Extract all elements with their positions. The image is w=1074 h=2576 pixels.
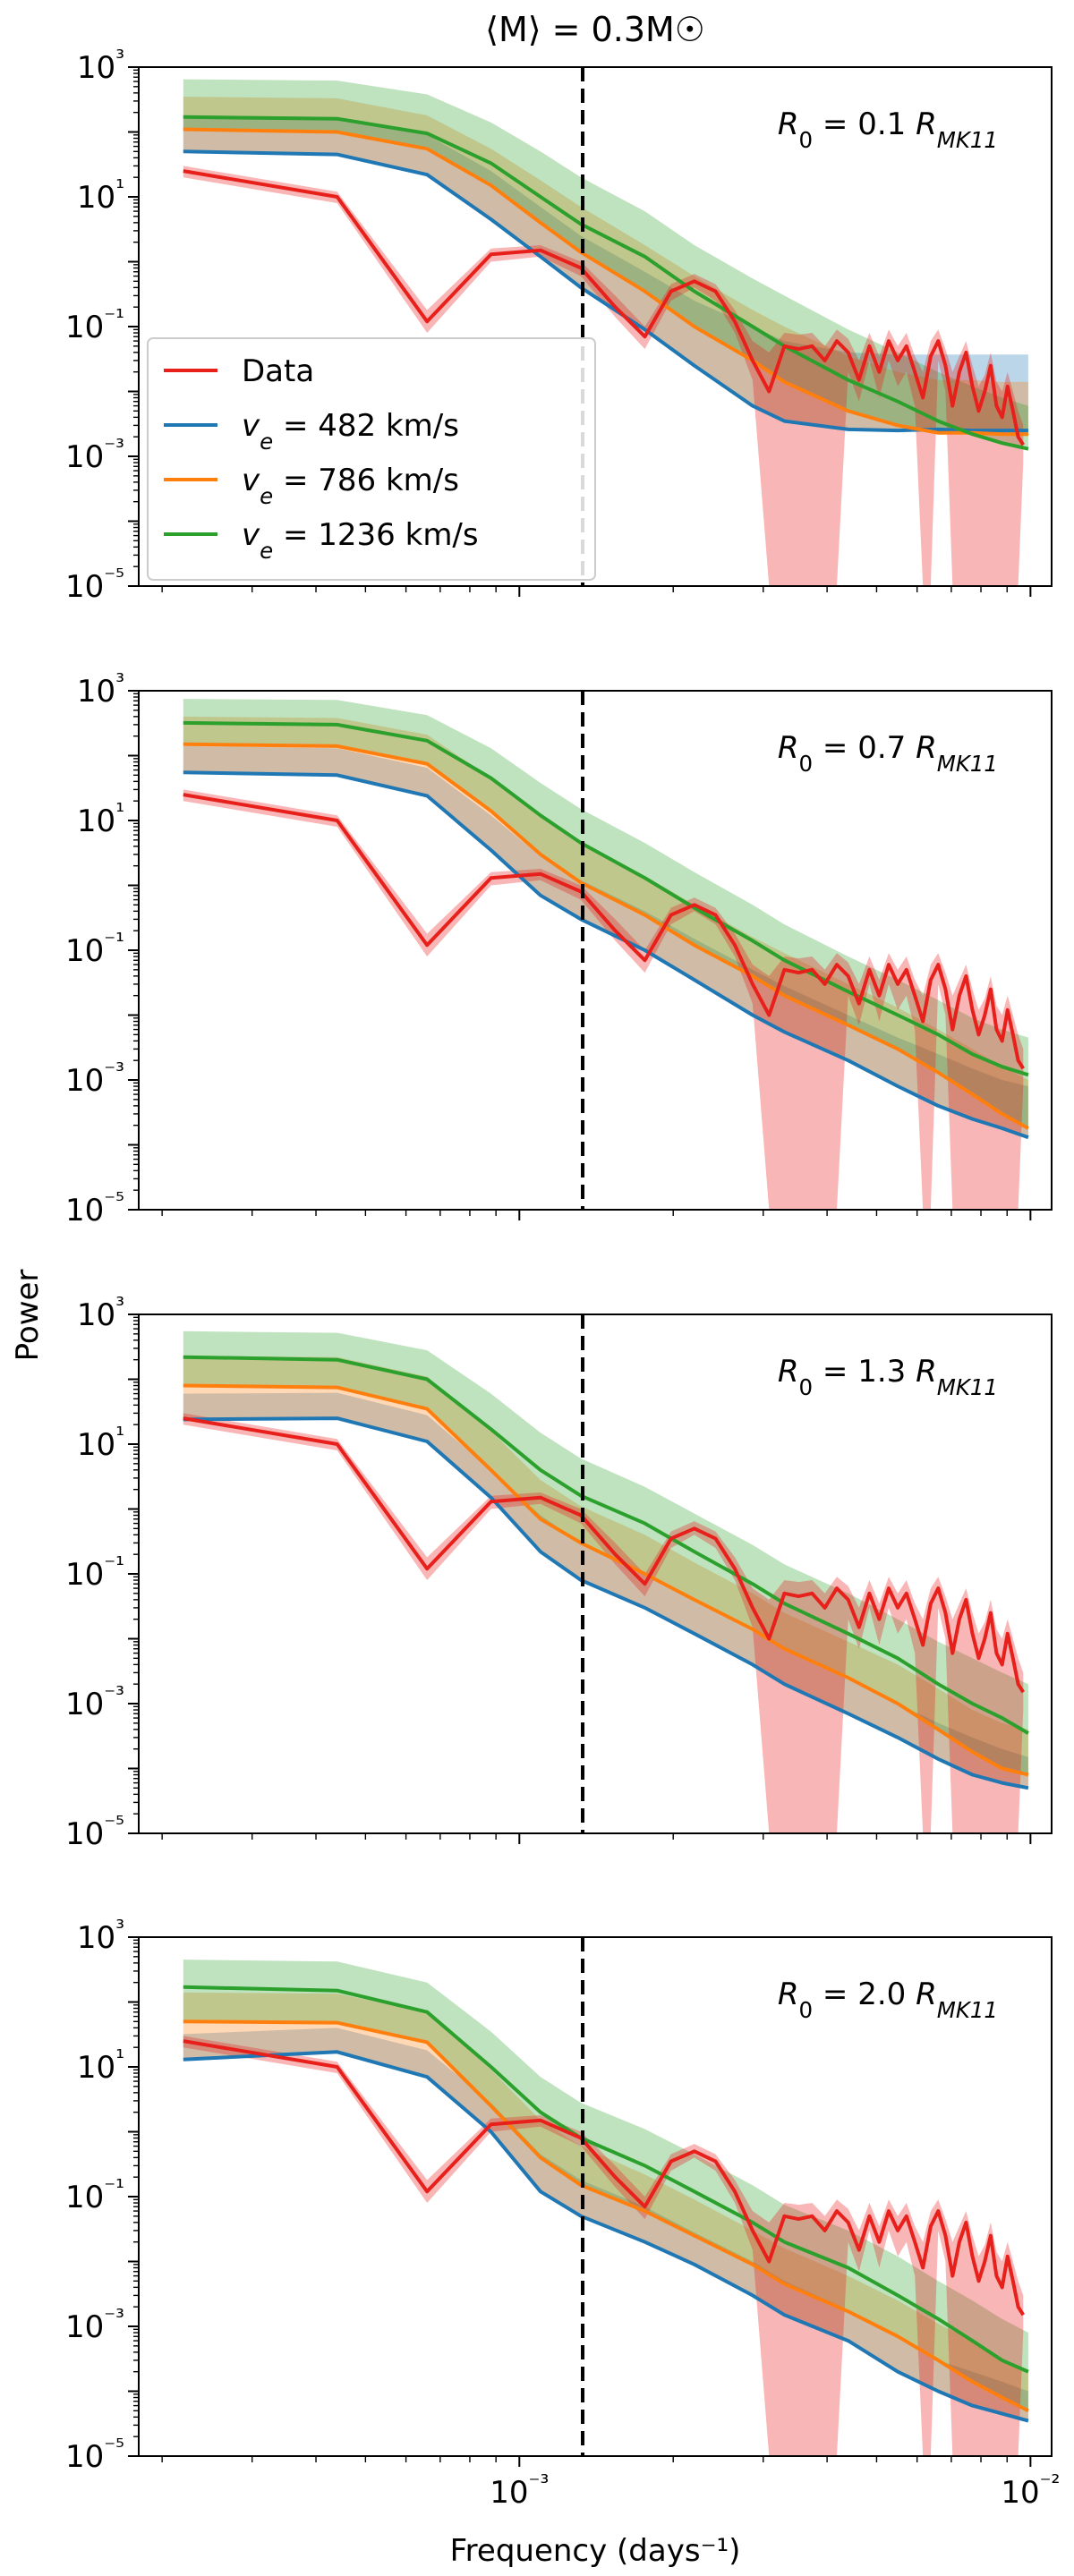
line-1236-kms <box>183 115 1029 451</box>
y-axis-label: Power <box>10 1270 46 1362</box>
y-tick-label: 10³ <box>77 1915 124 1957</box>
line-data <box>183 169 1025 446</box>
y-tick-label: 10⁻³ <box>65 1058 124 1100</box>
y-tick-label: 10⁻¹ <box>65 2174 124 2216</box>
line-data <box>183 2039 1025 2317</box>
plot-area <box>183 691 1029 1210</box>
legend: Data ve = 482 km/s ve = 786 km/s ve = 1236 … <box>147 337 596 581</box>
plot-area <box>183 1937 1029 2456</box>
y-tick-label: 10³ <box>77 45 124 87</box>
panels-group: 10³ 10¹ 10⁻¹ 10⁻³ 10⁻⁵ R0 = 0.1 RMK11 Data ve =… <box>65 45 1060 2512</box>
band-data <box>183 2036 1024 2456</box>
y-tick-label: 10⁻¹ <box>65 928 124 970</box>
y-tick-label: 10⁻⁵ <box>65 2434 124 2476</box>
band-data <box>183 1413 1024 1833</box>
plot-area <box>183 1314 1029 1833</box>
line-482-kms <box>183 2050 1029 2423</box>
line-1236-kms <box>183 1355 1029 1735</box>
x-axis-label: Frequency (days⁻¹) <box>450 2533 741 2569</box>
panel-1: 10³ 10¹ 10⁻¹ 10⁻³ 10⁻⁵ R0 = 0.1 RMK11 Data ve =… <box>65 45 1053 606</box>
y-tick-label: 10⁻¹ <box>65 304 124 346</box>
y-tick-label: 10⁻³ <box>65 1681 124 1723</box>
y-tick-label: 10⁻³ <box>65 434 124 476</box>
band-1236-kms <box>183 699 1028 1128</box>
legend-box <box>147 337 596 581</box>
y-tick-label: 10⁻¹ <box>65 1552 124 1594</box>
band-482-kms <box>183 745 1028 1138</box>
legend-label: ve = 786 km/s <box>242 463 459 509</box>
y-tick-label: 10³ <box>77 1292 124 1334</box>
y-tick-label: 10⁻⁵ <box>65 1187 124 1229</box>
band-786-kms <box>183 716 1028 1138</box>
y-tick-label: 10¹ <box>77 2045 124 2087</box>
legend-label: ve = 482 km/s <box>242 408 459 455</box>
y-tick-label: 10¹ <box>77 174 124 217</box>
plot-area <box>183 67 1029 586</box>
panel-4: 10³ 10¹ 10⁻¹ 10⁻³ 10⁻⁵ 10⁻³ 10⁻² R0 = 2.0 RMK11 <box>65 1915 1060 2512</box>
y-tick-label: 10¹ <box>77 798 124 840</box>
y-tick-label: 10⁻⁵ <box>65 564 124 606</box>
band-data <box>183 166 1024 586</box>
band-786-kms <box>183 1992 1028 2421</box>
band-data <box>183 789 1024 1210</box>
line-482-kms <box>183 770 1029 1140</box>
legend-label: Data <box>242 353 314 389</box>
line-data <box>183 793 1025 1070</box>
panel-annotation: R0 = 1.3 RMK11 <box>778 1354 998 1400</box>
y-tick-label: 10³ <box>77 668 124 710</box>
panel-3: 10³ 10¹ 10⁻¹ 10⁻³ 10⁻⁵ R0 = 1.3 RMK11 <box>65 1292 1053 1853</box>
panel-annotation: R0 = 0.1 RMK11 <box>778 106 998 153</box>
panel-annotation: R0 = 2.0 RMK11 <box>778 1977 998 2023</box>
line-786-kms <box>183 2019 1029 2413</box>
line-1236-kms <box>183 1985 1029 2374</box>
line-786-kms <box>183 742 1029 1130</box>
band-1236-kms <box>183 79 1028 449</box>
legend-label: ve = 1236 km/s <box>242 517 479 564</box>
panel-annotation: R0 = 0.7 RMK11 <box>778 730 998 777</box>
figure-title: ⟨M⟩ = 0.3M☉ <box>485 10 705 49</box>
line-786-kms <box>183 127 1028 437</box>
y-tick-label: 10⁻³ <box>65 2304 124 2346</box>
x-tick-label: 10⁻² <box>1001 2470 1060 2512</box>
y-tick-label: 10⁻⁵ <box>65 1811 124 1853</box>
line-482-kms <box>183 1416 1029 1790</box>
line-482-kms <box>183 149 1028 433</box>
line-786-kms <box>183 1383 1029 1777</box>
band-786-kms <box>183 1356 1028 1789</box>
line-data <box>183 1416 1025 1694</box>
panel-2: 10³ 10¹ 10⁻¹ 10⁻³ 10⁻⁵ R0 = 0.7 RMK11 <box>65 668 1053 1229</box>
y-tick-label: 10¹ <box>77 1422 124 1464</box>
x-tick-label: 10⁻³ <box>490 2470 549 2512</box>
